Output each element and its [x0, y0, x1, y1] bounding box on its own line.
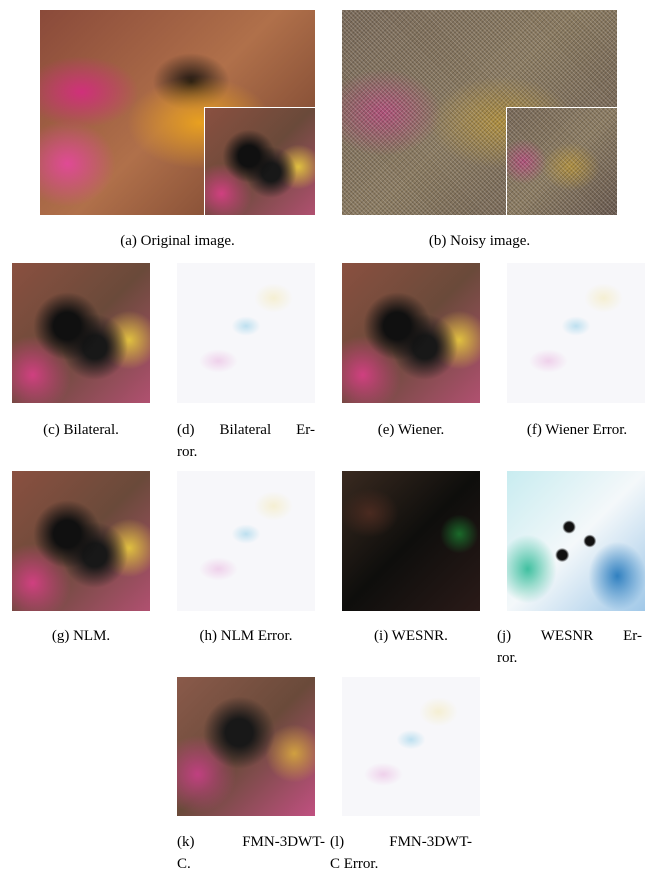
caption: (j) WESNR Er-ror.: [497, 625, 642, 669]
caption: (c) Bilateral.: [12, 419, 150, 441]
caption-line: (l) FMN-3DWT-: [330, 831, 472, 853]
caption: (i) WESNR.: [342, 625, 480, 647]
caption: (f) Wiener Error.: [502, 419, 652, 441]
bilateral-error: [177, 263, 315, 403]
nlm-error: [177, 471, 315, 611]
caption: (b) Noisy image.: [342, 230, 617, 252]
zoom-inset: [506, 107, 617, 215]
caption-line: ror.: [497, 647, 642, 669]
caption: (a) Original image.: [40, 230, 315, 252]
wiener-error: [507, 263, 645, 403]
caption-line: (e) Wiener.: [342, 419, 480, 441]
fmn-error: [342, 677, 480, 816]
caption-line: (k) FMN-3DWT-: [177, 831, 325, 853]
caption-line: (g) NLM.: [12, 625, 150, 647]
caption-line: (c) Bilateral.: [12, 419, 150, 441]
caption: (g) NLM.: [12, 625, 150, 647]
caption: (l) FMN-3DWT-C Error.: [330, 831, 472, 875]
caption-line: (i) WESNR.: [342, 625, 480, 647]
original-image: [40, 10, 315, 215]
wiener-image: [342, 263, 480, 403]
caption: (e) Wiener.: [342, 419, 480, 441]
caption-line: C Error.: [330, 853, 472, 875]
caption-line: C.: [177, 853, 325, 875]
noisy-image: [342, 10, 617, 215]
caption-line: (j) WESNR Er-: [497, 625, 642, 647]
wesnr-image: [342, 471, 480, 611]
page: (a) Original image. (b) Noisy image. (c)…: [0, 0, 667, 875]
caption: (d) Bilateral Er-ror.: [177, 419, 315, 463]
caption-line: (h) NLM Error.: [177, 625, 315, 647]
caption: (h) NLM Error.: [177, 625, 315, 647]
caption-line: (f) Wiener Error.: [502, 419, 652, 441]
caption-line: (d) Bilateral Er-: [177, 419, 315, 441]
caption: (k) FMN-3DWT-C.: [177, 831, 325, 875]
caption-line: (a) Original image.: [40, 230, 315, 252]
bilateral-image: [12, 263, 150, 403]
fmn-image: [177, 677, 315, 816]
caption-line: (b) Noisy image.: [342, 230, 617, 252]
caption-line: ror.: [177, 441, 315, 463]
nlm-image: [12, 471, 150, 611]
wesnr-error: [507, 471, 645, 611]
zoom-inset: [204, 107, 315, 215]
